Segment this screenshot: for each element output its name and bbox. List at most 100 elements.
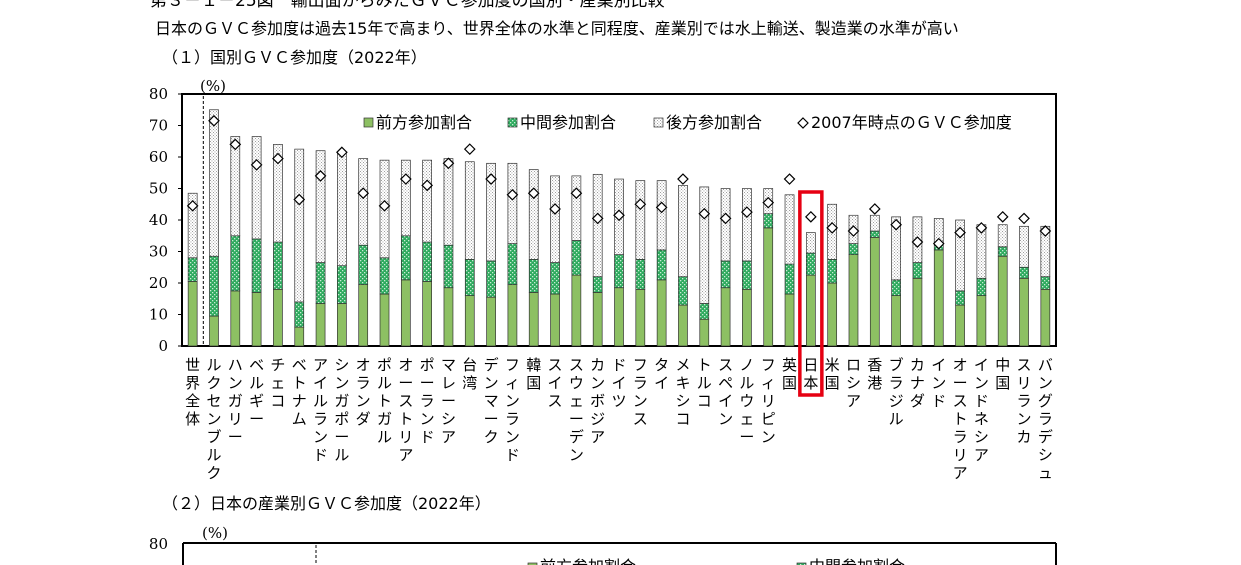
category-label-char: ア — [953, 464, 968, 482]
category-label-char: カ — [1017, 428, 1032, 446]
category-label-char: ラ — [953, 428, 968, 446]
marker-2007 — [805, 211, 817, 223]
middle-bar — [678, 276, 688, 306]
forward-bar — [699, 318, 710, 347]
middle-bar — [422, 241, 432, 282]
marker-2007 — [293, 193, 306, 206]
backward-bar — [422, 159, 432, 243]
category-label-char: ー — [228, 428, 243, 446]
backward-bar — [315, 150, 326, 263]
category-label-char: ノ — [739, 356, 754, 374]
category-label-char: ン — [761, 428, 776, 446]
category-label-char: グ — [1038, 392, 1053, 410]
section2-title: （２）日本の産業別ＧＶＣ参加度（2022年） — [162, 494, 491, 513]
category-label-char: ツ — [611, 392, 626, 410]
forward-bar — [933, 249, 944, 347]
category-label-char: ル — [206, 356, 221, 374]
category-label-char: ル — [313, 392, 328, 410]
category-label-char: ド — [931, 392, 946, 410]
category-label-char: シ — [441, 410, 456, 428]
backward-bar — [592, 173, 603, 278]
marker-2007 — [186, 199, 199, 212]
y-tick-label: 40 — [149, 211, 168, 229]
backward-bar — [358, 158, 369, 246]
forward-bar — [422, 281, 432, 347]
category-label-char: ネ — [974, 410, 989, 428]
category-label-char: ー — [739, 428, 754, 446]
forward-bar — [273, 288, 283, 347]
middle-bar — [848, 243, 859, 255]
category-label-char: イ — [931, 356, 946, 374]
middle-bar — [550, 262, 560, 295]
category-label-char: ン — [590, 374, 605, 392]
forward-bar — [209, 315, 219, 347]
category-label-char: ド — [974, 392, 989, 410]
marker-2007 — [954, 226, 966, 239]
forward-bar — [571, 274, 582, 347]
category-label-char: ラ — [505, 410, 520, 428]
forward-bar — [827, 282, 838, 347]
marker-2007 — [506, 188, 519, 201]
forward-bar — [337, 303, 347, 347]
marker-2007 — [570, 187, 583, 200]
forward-bar — [486, 296, 496, 347]
middle-bar — [571, 240, 582, 276]
category-label-char: オ — [953, 356, 968, 374]
backward-bar — [230, 136, 241, 237]
category-label-char: シ — [846, 374, 861, 392]
legend-label: 2007年時点のＧＶＣ参加度 — [811, 113, 1012, 132]
marker-2007 — [847, 225, 860, 237]
category-label-char: ン — [206, 410, 221, 428]
forward-bar — [294, 326, 305, 347]
y-tick-label: 20 — [149, 274, 168, 292]
backward-bar — [209, 109, 219, 257]
category-label-char: ン — [505, 428, 520, 446]
category-label-char: ン — [569, 446, 584, 464]
legend-label: 後方参加割合 — [666, 113, 762, 132]
category-label-char: カ — [910, 356, 925, 374]
category-label-char: チ — [270, 356, 285, 374]
category-label-char: リ — [228, 410, 243, 428]
category-label-char: ピ — [761, 410, 776, 428]
highlight-box-japan — [798, 190, 824, 397]
category-label-char: ア — [974, 446, 989, 464]
category-label-char: イ — [611, 374, 626, 392]
category-label-char: シ — [675, 392, 690, 410]
forward-bar — [1040, 288, 1051, 347]
category-label-char: ア — [846, 392, 861, 410]
backward-bar — [528, 169, 539, 260]
category-label-char: メ — [675, 356, 690, 374]
middle-bar — [1040, 276, 1051, 290]
category-label-char: ジ — [590, 410, 605, 428]
category-label-char: ー — [569, 410, 584, 428]
middle-bar — [273, 241, 283, 290]
forward-bar — [315, 303, 326, 347]
category-label-char: ア — [313, 356, 328, 374]
forward-bar — [379, 293, 390, 347]
category-label-char: ン — [718, 410, 733, 428]
y-axis-label: (%) — [200, 77, 226, 95]
category-label-char: ス — [718, 356, 733, 374]
backward-bar — [720, 188, 731, 262]
category-label-char: ン — [313, 428, 328, 446]
forward-bar — [528, 292, 539, 347]
category-label-char: ガ — [334, 392, 349, 410]
category-label-char: イ — [313, 374, 328, 392]
category-label-char: ル — [249, 374, 264, 392]
category-label-char: ル — [739, 374, 754, 392]
forward-bar — [976, 295, 987, 347]
backward-bar — [273, 144, 283, 243]
marker-2007 — [762, 196, 775, 209]
section1-title: （１）国別ＧＶＣ参加度（2022年） — [162, 48, 427, 67]
marker-2007 — [485, 173, 497, 185]
y-tick-label: 30 — [149, 243, 168, 261]
category-label-char: 全 — [185, 392, 200, 410]
category-label-char: ギ — [249, 392, 264, 410]
backward-bar — [571, 175, 582, 241]
category-label-char: 国 — [782, 374, 797, 392]
category-label-char: ダ — [910, 392, 925, 410]
category-label-char: マ — [441, 356, 456, 374]
category-label-char: キ — [675, 374, 690, 392]
category-label-char: ン — [974, 374, 989, 392]
